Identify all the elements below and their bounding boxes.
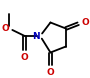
Text: O: O — [81, 18, 89, 27]
Text: O: O — [21, 52, 29, 62]
Text: O: O — [47, 67, 54, 77]
Text: O: O — [2, 24, 9, 33]
Text: N: N — [33, 32, 40, 40]
